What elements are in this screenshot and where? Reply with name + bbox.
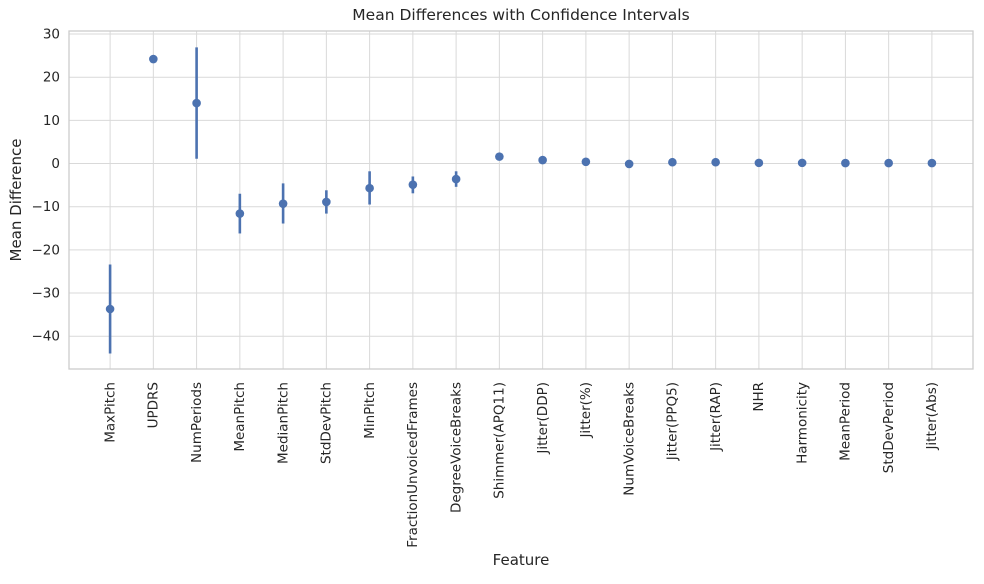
x-tick-label: NumPeriods <box>189 382 205 463</box>
x-tick-label: Jitter(%) <box>578 382 594 439</box>
x-axis-label: Feature <box>492 551 550 569</box>
data-point <box>581 157 591 167</box>
y-tick-label: −40 <box>32 329 61 345</box>
chart-title: Mean Differences with Confidence Interva… <box>352 6 690 24</box>
y-tick-label: 10 <box>43 113 60 129</box>
x-tick-label: MeanPeriod <box>838 382 854 461</box>
data-point <box>495 152 504 161</box>
y-axis-label: Mean Difference <box>7 138 25 262</box>
x-tick-label: MedianPitch <box>275 382 291 464</box>
data-point <box>841 158 850 168</box>
x-tick-label: MinPitch <box>362 382 378 439</box>
x-tick-label: StdDevPeriod <box>881 382 897 473</box>
data-point <box>754 158 764 168</box>
x-tick-label: MaxPitch <box>102 382 118 443</box>
x-tick-label: NumVoiceBreaks <box>621 382 637 496</box>
data-point <box>105 304 115 314</box>
data-point <box>408 180 418 189</box>
data-point <box>884 158 893 168</box>
plot-border <box>68 30 974 370</box>
x-tick-label: NHR <box>751 382 767 412</box>
data-point <box>624 159 634 169</box>
x-tick-label: DegreeVoiceBreaks <box>448 382 464 513</box>
data-point <box>797 158 807 168</box>
x-tick-label: Jitter(Abs) <box>924 382 940 451</box>
data-point <box>668 157 677 167</box>
x-tick-label: StdDevPitch <box>319 382 335 464</box>
y-tick-label: −20 <box>32 242 61 258</box>
y-tick-label: 30 <box>43 27 60 43</box>
data-point <box>235 209 245 218</box>
y-tick-label: 20 <box>43 70 60 86</box>
x-tick-label: MeanPitch <box>232 382 248 452</box>
data-point <box>711 157 720 167</box>
data-point <box>927 158 937 168</box>
y-tick-label: −30 <box>32 286 61 302</box>
x-tick-label: Shimmer(APQ11) <box>492 382 508 499</box>
data-point <box>538 155 547 165</box>
y-tick-label: −10 <box>32 199 61 215</box>
data-point <box>278 199 288 208</box>
x-tick-label: Jitter(RAP) <box>708 382 724 452</box>
data-point <box>149 54 158 64</box>
x-tick-label: UPDRS <box>146 382 162 428</box>
data-point <box>451 174 461 184</box>
data-point <box>192 98 201 108</box>
x-tick-label: Jitter(PPQ5) <box>665 382 681 461</box>
x-tick-label: FractionUnvoicedFrames <box>405 382 421 548</box>
y-tick-label: 0 <box>51 156 60 172</box>
data-point <box>322 197 331 207</box>
x-tick-label: Harmonicity <box>794 382 810 464</box>
x-tick-label: Jitter(DDP) <box>535 382 551 455</box>
data-point <box>365 183 374 193</box>
